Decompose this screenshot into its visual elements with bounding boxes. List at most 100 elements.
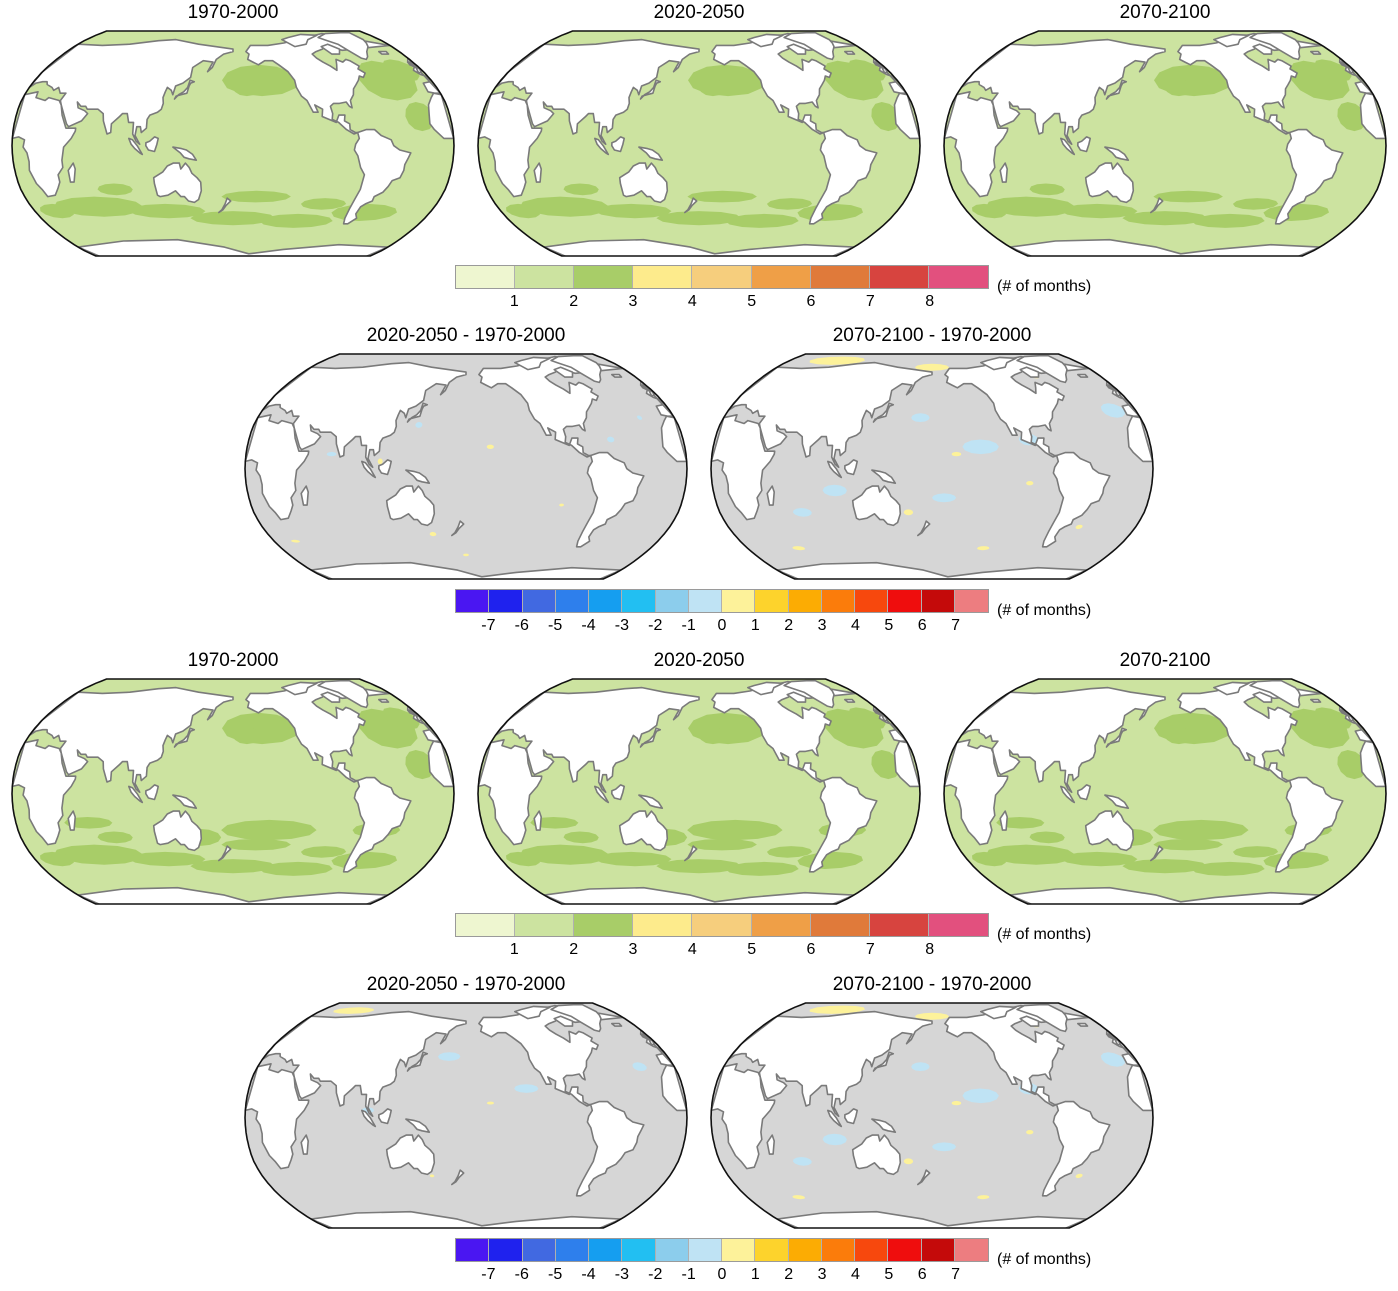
colorbar-swatch bbox=[515, 914, 575, 936]
colorbar-swatch bbox=[722, 590, 756, 612]
landmass-iceland bbox=[843, 698, 856, 703]
negative-change-region bbox=[415, 422, 423, 428]
ocean-high-region bbox=[221, 838, 291, 851]
landmass-africa bbox=[944, 738, 1009, 846]
landmass-nz bbox=[1150, 197, 1164, 214]
colorbar-swatch bbox=[888, 1239, 922, 1261]
colorbar-tick-label: 5 bbox=[884, 617, 894, 634]
ocean-high-region bbox=[1060, 851, 1138, 867]
colorbar-unit-label: (# of months) bbox=[997, 926, 1092, 943]
negative-change-region bbox=[792, 1157, 812, 1166]
ocean-high-region bbox=[972, 851, 1006, 867]
colorbar-swatch bbox=[755, 1239, 789, 1261]
negative-change-region bbox=[1100, 1052, 1125, 1067]
positive-change-region bbox=[951, 1100, 962, 1106]
positive-change-region bbox=[486, 444, 494, 449]
colorbar-swatch bbox=[692, 914, 752, 936]
colorbar-tick-label: 0 bbox=[717, 617, 727, 634]
ocean-high-region bbox=[699, 726, 727, 745]
landmass-africa_w bbox=[660, 415, 687, 463]
world-map bbox=[943, 678, 1387, 905]
positive-change-region bbox=[559, 503, 564, 507]
map-title: 2020-2050 - 1970-2000 bbox=[366, 325, 566, 346]
colorbar-swatch bbox=[522, 1239, 556, 1261]
ocean-high-region bbox=[1153, 838, 1223, 851]
positive-change-region bbox=[977, 546, 990, 551]
landmass-iceland bbox=[377, 50, 390, 55]
colorbar-tick-label: 8 bbox=[925, 293, 935, 310]
landmass-baffin bbox=[1019, 1015, 1040, 1027]
colorbar-swatch bbox=[555, 590, 589, 612]
world-map bbox=[244, 1002, 688, 1229]
landmass-borneo bbox=[611, 136, 625, 153]
landmass-africa bbox=[944, 90, 1009, 198]
landmass-africa bbox=[12, 738, 77, 846]
landmass-arctic_is bbox=[746, 33, 784, 48]
positive-change-region bbox=[914, 1012, 950, 1020]
world-map bbox=[477, 30, 921, 257]
landmass-newguinea bbox=[405, 1118, 431, 1133]
landmass-greenland bbox=[317, 679, 369, 709]
map-panel: 1970-2000 bbox=[11, 2, 455, 257]
landmass-africa bbox=[12, 90, 77, 198]
landmass-nz bbox=[451, 520, 465, 537]
landmass-sumatra bbox=[361, 460, 377, 479]
negative-change-region bbox=[962, 1088, 999, 1104]
colorbar-tick-label: 6 bbox=[917, 617, 927, 634]
landmass-baffin bbox=[1252, 43, 1273, 55]
negative-change-region bbox=[632, 1062, 647, 1071]
landmass-sumatra bbox=[594, 137, 610, 156]
landmass-australia bbox=[1084, 810, 1135, 852]
landmass-africa_w bbox=[660, 1064, 687, 1112]
colorbar-tick-label: 5 bbox=[747, 293, 757, 310]
world-map bbox=[710, 1002, 1154, 1229]
ocean-high-region bbox=[871, 102, 901, 132]
negative-change-region bbox=[911, 1062, 930, 1071]
map-title: 2070-2100 - 1970-2000 bbox=[832, 325, 1032, 346]
colorbar-swatch bbox=[555, 1239, 589, 1261]
landmass-n_america bbox=[245, 680, 391, 783]
landmass-britain bbox=[639, 1033, 656, 1046]
map-title: 2070-2100 bbox=[1119, 2, 1211, 23]
landmass-s_america bbox=[342, 128, 412, 225]
ocean-high-region bbox=[1232, 198, 1279, 210]
landmass-s_america bbox=[1274, 128, 1344, 225]
colorbar-tick-label: 3 bbox=[817, 617, 827, 634]
ocean-high-region bbox=[221, 190, 291, 203]
ocean-high-region bbox=[699, 78, 727, 97]
landmass-antarctica bbox=[310, 561, 622, 579]
landmass-nz bbox=[1150, 845, 1164, 862]
landmass-britain bbox=[1105, 384, 1122, 397]
landmass-britain bbox=[1105, 1033, 1122, 1046]
ocean-high-region bbox=[1060, 203, 1138, 219]
colorbar-tick-label: -5 bbox=[548, 1266, 563, 1283]
landmass-newguinea bbox=[638, 146, 664, 161]
positive-change-region bbox=[463, 553, 469, 557]
positive-change-region bbox=[792, 546, 805, 551]
colorbar-swatch bbox=[921, 590, 955, 612]
landmass-iceland bbox=[610, 1022, 623, 1027]
colorbar-swatch bbox=[633, 914, 693, 936]
landmass-newguinea bbox=[1104, 146, 1130, 161]
landmass-iceland bbox=[610, 373, 623, 378]
world-map bbox=[943, 30, 1387, 257]
landmass-nz bbox=[917, 520, 931, 537]
ocean-high-region bbox=[97, 831, 133, 844]
ocean-high-region bbox=[190, 859, 276, 874]
positive-change-region bbox=[977, 1195, 990, 1200]
colorbar-swatch bbox=[489, 590, 523, 612]
landmass-arctic_is bbox=[280, 33, 318, 48]
map-panel: 2020-2050 bbox=[477, 2, 921, 257]
colorbar-swatch bbox=[622, 590, 656, 612]
landmass-madagascar bbox=[533, 810, 543, 831]
landmass-newguinea bbox=[172, 794, 198, 809]
ocean-high-region bbox=[1314, 707, 1352, 730]
colorbar-swatch bbox=[751, 266, 811, 288]
positive-change-region bbox=[792, 1195, 805, 1200]
landmass-n_america bbox=[478, 1004, 624, 1107]
landmass-arctic_is bbox=[979, 356, 1017, 371]
world-map bbox=[11, 30, 455, 257]
landmass-madagascar bbox=[67, 162, 77, 183]
landmass-n_america bbox=[1177, 680, 1323, 783]
landmass-africa_w bbox=[1126, 1064, 1153, 1112]
